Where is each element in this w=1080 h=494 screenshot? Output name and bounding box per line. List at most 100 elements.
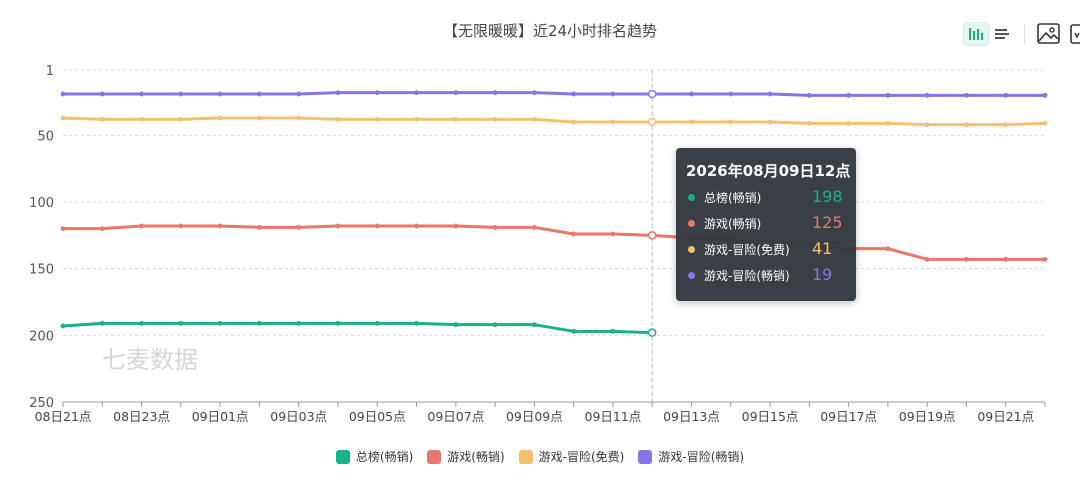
data-point[interactable] xyxy=(335,90,341,96)
legend-item[interactable]: 游戏-冒险(畅销) xyxy=(638,448,744,465)
data-point[interactable] xyxy=(728,91,734,97)
data-point[interactable] xyxy=(492,116,498,122)
data-point[interactable] xyxy=(571,328,577,334)
data-point[interactable] xyxy=(1003,256,1009,262)
data-point[interactable] xyxy=(178,223,184,229)
data-point[interactable] xyxy=(374,223,380,229)
data-point[interactable] xyxy=(139,223,145,229)
bar-chart-icon[interactable] xyxy=(963,22,989,46)
data-point[interactable] xyxy=(374,116,380,122)
data-point[interactable] xyxy=(1042,120,1048,126)
data-point[interactable] xyxy=(374,90,380,96)
data-point[interactable] xyxy=(414,320,419,326)
series-path[interactable] xyxy=(63,224,1045,261)
data-point[interactable] xyxy=(963,122,969,128)
data-point[interactable] xyxy=(963,256,969,262)
data-point[interactable] xyxy=(296,320,302,326)
data-point[interactable] xyxy=(610,328,616,334)
data-point[interactable] xyxy=(217,115,223,121)
data-point[interactable] xyxy=(60,323,66,329)
data-point[interactable] xyxy=(1042,92,1048,98)
data-point[interactable] xyxy=(139,116,145,122)
data-point[interactable] xyxy=(99,116,105,122)
data-point[interactable] xyxy=(531,90,537,96)
data-point[interactable] xyxy=(846,120,852,126)
data-point[interactable] xyxy=(647,231,657,240)
data-point[interactable] xyxy=(178,116,184,122)
data-point[interactable] xyxy=(1003,92,1009,98)
data-point[interactable] xyxy=(647,328,657,337)
data-point[interactable] xyxy=(256,320,262,326)
data-point[interactable] xyxy=(256,224,262,230)
data-point[interactable] xyxy=(610,119,616,125)
export-icon[interactable] xyxy=(1068,22,1080,46)
image-icon[interactable] xyxy=(1036,22,1062,46)
series-line[interactable] xyxy=(60,89,1048,99)
data-point[interactable] xyxy=(885,92,891,98)
data-point[interactable] xyxy=(846,92,852,98)
series-path[interactable] xyxy=(62,321,653,335)
data-point[interactable] xyxy=(256,115,262,121)
data-point[interactable] xyxy=(178,320,184,326)
legend-item[interactable]: 总榜(畅销) xyxy=(335,448,413,465)
data-point[interactable] xyxy=(806,92,812,98)
series-path[interactable] xyxy=(63,91,1045,97)
data-point[interactable] xyxy=(885,120,891,126)
series-line[interactable] xyxy=(60,223,1048,262)
data-point[interactable] xyxy=(296,224,302,230)
data-point[interactable] xyxy=(571,119,577,125)
data-point[interactable] xyxy=(60,91,66,97)
data-point[interactable] xyxy=(99,91,105,97)
list-icon[interactable] xyxy=(990,22,1014,46)
data-point[interactable] xyxy=(571,91,577,97)
data-point[interactable] xyxy=(335,320,341,326)
data-point[interactable] xyxy=(335,223,341,229)
legend-item[interactable]: 游戏-冒险(免费) xyxy=(518,448,624,465)
data-point[interactable] xyxy=(453,322,459,328)
data-point[interactable] xyxy=(139,320,145,326)
data-point[interactable] xyxy=(217,223,223,229)
data-point[interactable] xyxy=(728,119,734,125)
data-point[interactable] xyxy=(531,322,537,328)
data-point[interactable] xyxy=(335,116,341,122)
data-point[interactable] xyxy=(885,246,891,252)
data-point[interactable] xyxy=(178,91,184,97)
data-point[interactable] xyxy=(492,322,498,328)
data-point[interactable] xyxy=(296,91,302,97)
data-point[interactable] xyxy=(217,320,223,326)
data-point[interactable] xyxy=(414,223,419,229)
data-point[interactable] xyxy=(1042,256,1048,262)
data-point[interactable] xyxy=(492,224,498,230)
data-point[interactable] xyxy=(99,226,105,232)
data-point[interactable] xyxy=(531,116,537,122)
data-point[interactable] xyxy=(571,231,577,237)
legend-item[interactable]: 游戏(畅销) xyxy=(427,448,505,465)
data-point[interactable] xyxy=(610,91,616,97)
data-point[interactable] xyxy=(647,117,657,127)
series-path[interactable] xyxy=(62,116,1046,127)
data-point[interactable] xyxy=(924,92,930,98)
data-point[interactable] xyxy=(806,120,812,126)
series-line[interactable] xyxy=(60,115,1048,128)
data-point[interactable] xyxy=(139,91,145,97)
data-point[interactable] xyxy=(492,90,498,96)
series-line[interactable] xyxy=(60,320,657,337)
data-point[interactable] xyxy=(99,320,105,326)
data-point[interactable] xyxy=(531,224,537,230)
data-point[interactable] xyxy=(414,90,419,96)
data-point[interactable] xyxy=(924,122,930,128)
data-point[interactable] xyxy=(767,91,773,97)
data-point[interactable] xyxy=(610,231,616,237)
data-point[interactable] xyxy=(453,90,459,96)
data-point[interactable] xyxy=(689,119,694,125)
data-point[interactable] xyxy=(453,116,459,122)
data-point[interactable] xyxy=(689,91,694,97)
data-point[interactable] xyxy=(256,91,262,97)
data-point[interactable] xyxy=(1003,122,1009,128)
data-point[interactable] xyxy=(963,92,969,98)
data-point[interactable] xyxy=(924,256,930,262)
data-point[interactable] xyxy=(60,226,66,232)
data-point[interactable] xyxy=(374,320,380,326)
data-point[interactable] xyxy=(414,116,419,122)
data-point[interactable] xyxy=(60,115,66,121)
